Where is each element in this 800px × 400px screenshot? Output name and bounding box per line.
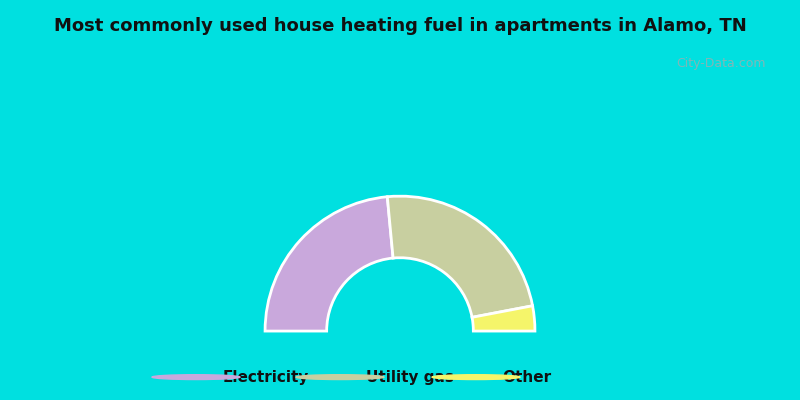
Circle shape xyxy=(296,375,384,380)
Text: City-Data.com: City-Data.com xyxy=(677,57,766,70)
Wedge shape xyxy=(472,306,535,331)
Wedge shape xyxy=(387,196,533,317)
Wedge shape xyxy=(265,197,393,331)
Circle shape xyxy=(152,375,240,380)
Text: Utility gas: Utility gas xyxy=(366,370,454,385)
Text: Other: Other xyxy=(502,370,551,385)
Text: Most commonly used house heating fuel in apartments in Alamo, TN: Most commonly used house heating fuel in… xyxy=(54,17,746,35)
Text: Electricity: Electricity xyxy=(222,370,309,385)
Circle shape xyxy=(432,375,520,380)
